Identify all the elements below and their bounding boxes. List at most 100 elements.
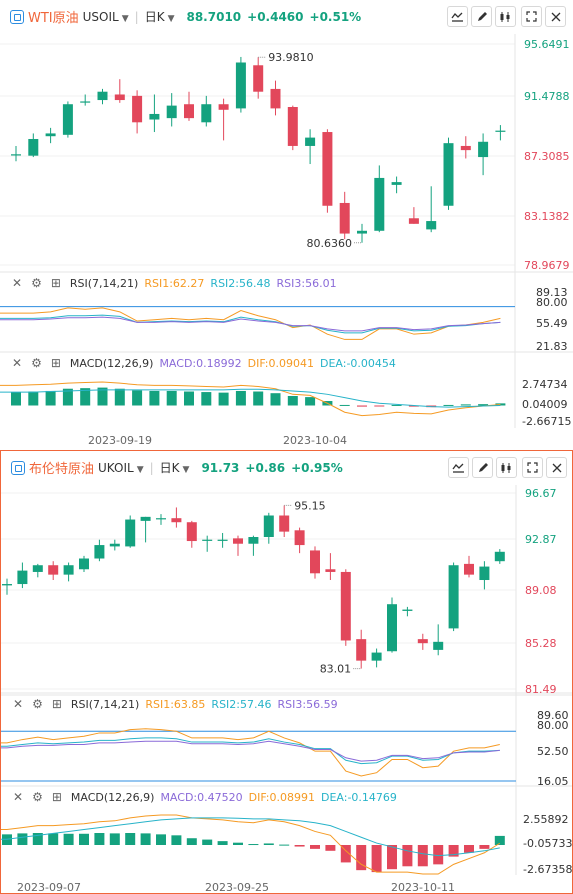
add-icon[interactable]: ⊞ [50,276,61,290]
instrument-name: 布伦特原油 [29,462,95,477]
macd-bar [448,845,459,857]
rsi3-line [1,740,500,762]
candle-body [374,177,385,231]
chart-canvas: 96.67 92.87 89.08 85.28 81.49 95.15 83.01 89.60… [1,485,572,893]
macd-bar [184,391,194,406]
settings-icon[interactable]: ⚙ [32,697,43,711]
rsi1-line [1,728,500,777]
rsi3-value: RSI3:56.01 [276,276,337,290]
macd-bar [248,844,259,846]
price-tick: 92.87 [525,533,557,546]
chevron-down-icon: ▼ [121,13,129,24]
dif-line [0,381,501,417]
candle-body [402,609,413,611]
macd-bar [217,841,228,845]
draw-button[interactable] [471,6,492,27]
macd-bar [63,833,74,845]
candle-body [80,101,91,103]
candle-body [202,539,213,541]
macd-bar [340,845,351,863]
fullscreen-button[interactable] [521,6,542,27]
add-icon[interactable]: ⊞ [51,697,62,711]
chevron-down-icon: ▼ [136,464,144,475]
close-icon[interactable]: ✕ [12,276,23,290]
rsi-header: ✕ ⚙ ⊞ RSI(7,14,21) RSI1:63.85 RSI2:57.46… [13,697,338,711]
candle-body [279,515,290,532]
candle-body [17,570,28,585]
period-label: 日K [144,10,165,24]
add-icon[interactable]: ⊞ [50,356,61,370]
candle-body [97,91,108,101]
candle-body [478,141,489,158]
macd-bar [495,403,506,406]
dif-value: DIF:0.08991 [248,790,315,804]
close-icon[interactable]: ✕ [12,356,23,370]
macd-bar [80,388,91,406]
candle-style-button[interactable] [495,6,516,27]
macd-bar [464,845,474,853]
chart-header: WTI原油 USOIL ▼ | 日K ▼ 88.7010 +0.4460 +0.51… [0,0,573,32]
macd-bar [391,404,402,406]
candle-body [426,221,437,230]
last-price: 88.7010 [186,9,242,24]
macd-bar [310,845,320,849]
close-icon[interactable]: ✕ [13,790,24,804]
settings-icon[interactable]: ⚙ [32,790,43,804]
candle-body [62,104,73,135]
close-button[interactable] [545,6,566,27]
macd-tick: 2.74734 [522,378,568,391]
rsi2-value: RSI2:56.48 [210,276,271,290]
macd-bar [48,833,59,845]
macd-bar [156,834,166,845]
close-button[interactable] [546,457,567,478]
macd-bar [202,839,213,845]
macd-bar [357,405,367,407]
price-change-percent: +0.51% [309,9,362,24]
settings-icon[interactable]: ⚙ [31,356,42,370]
macd-tick: -2.67358 [523,863,572,876]
macd-header: ✕ ⚙ ⊞ MACD(12,26,9) MACD:0.18992 DIF:0.0… [12,356,396,370]
period-select[interactable]: 日K ▼ [145,8,175,25]
candle-body [171,518,182,523]
date-tick: 2023-09-07 [17,881,81,893]
fullscreen-button[interactable] [522,457,543,478]
macd-bar [32,833,43,845]
draw-button[interactable] [472,457,493,478]
rsi-tick: 55.49 [536,317,568,330]
indicator-button[interactable] [448,457,469,478]
period-select[interactable]: 日K ▼ [160,459,190,476]
rsi-label: RSI(7,14,21) [69,276,139,290]
macd-bar [279,844,290,846]
dea-value: DEA:-0.14769 [321,790,397,804]
macd-bar [233,842,243,845]
candle-style-button[interactable] [496,457,517,478]
macd-bar [253,391,264,406]
instrument-code-select[interactable]: UKOIL ▼ [98,461,144,475]
macd-bar [97,387,108,406]
candle-body [433,641,444,650]
rsi-tick: 21.83 [536,340,568,353]
add-icon[interactable]: ⊞ [51,790,62,804]
instrument-code-select[interactable]: USOIL ▼ [83,10,129,24]
macd-bar [166,390,177,406]
candle-body [322,132,333,206]
macd-bar [443,404,454,406]
rsi1-value: RSI1:63.85 [145,697,206,711]
candle-body [32,565,43,572]
candle-body [186,522,197,542]
macd-bar [325,845,336,851]
divider: | [149,460,154,475]
price-tick: 87.3085 [524,150,570,163]
close-icon[interactable]: ✕ [13,697,24,711]
dif-line [1,814,501,875]
macd-bar [417,845,428,867]
chart-canvas: 95.6491 91.4788 87.3085 83.1382 78.9679 93.98… [0,34,573,447]
indicator-button[interactable] [447,6,468,27]
macd-bar [28,391,39,406]
candle-body [132,95,143,123]
macd-bar [494,835,505,845]
settings-icon[interactable]: ⚙ [31,276,42,290]
chevron-down-icon: ▼ [167,14,175,24]
expand-icon [527,462,538,473]
macd-label: MACD(12,26,9) [69,356,154,370]
